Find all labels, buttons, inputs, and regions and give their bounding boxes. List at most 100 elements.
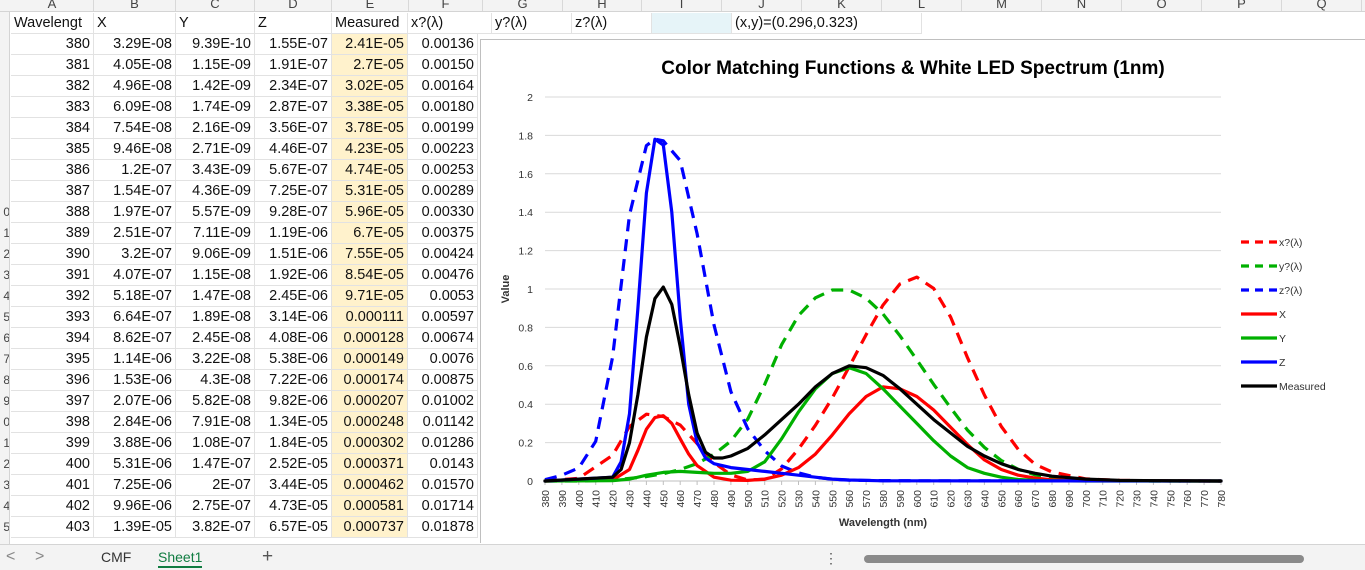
data-cell[interactable]: 5.38E-06: [255, 349, 332, 370]
legend-entry[interactable]: x?(λ): [1279, 237, 1302, 249]
data-cell[interactable]: 0.000207: [332, 391, 408, 412]
data-cell[interactable]: 1.42E-09: [176, 76, 255, 97]
data-cell[interactable]: 381: [11, 55, 94, 76]
row-number[interactable]: 6: [3, 331, 10, 345]
data-cell[interactable]: 0.01570: [408, 475, 478, 496]
data-cell[interactable]: 4.05E-08: [94, 55, 176, 76]
data-cell[interactable]: 5.82E-08: [176, 391, 255, 412]
series-line-measured[interactable]: [543, 285, 1223, 483]
worksheet-grid[interactable]: Wavelengt X Y Z Measured x?(λ) y?(λ) z?(λ) (x,y)…: [11, 13, 1365, 544]
data-cell[interactable]: 383: [11, 97, 94, 118]
data-cell[interactable]: 9.82E-06: [255, 391, 332, 412]
header-cell[interactable]: Z: [255, 13, 332, 34]
data-cell[interactable]: 1.39E-05: [94, 517, 176, 538]
row-number[interactable]: 2: [3, 457, 10, 471]
data-cell[interactable]: 1.15E-09: [176, 55, 255, 76]
data-cell[interactable]: 397: [11, 391, 94, 412]
data-cell[interactable]: 1.51E-06: [255, 244, 332, 265]
data-cell[interactable]: 0.000581: [332, 496, 408, 517]
data-cell[interactable]: 2.45E-06: [255, 286, 332, 307]
data-cell[interactable]: 0.00330: [408, 202, 478, 223]
data-cell[interactable]: 5.96E-05: [332, 202, 408, 223]
column-header[interactable]: D: [255, 0, 332, 11]
data-cell[interactable]: 0.00199: [408, 118, 478, 139]
data-cell[interactable]: 0.00180: [408, 97, 478, 118]
data-cell[interactable]: 403: [11, 517, 94, 538]
data-cell[interactable]: 4.96E-08: [94, 76, 176, 97]
data-cell[interactable]: 5.31E-06: [94, 454, 176, 475]
data-cell[interactable]: 4.23E-05: [332, 139, 408, 160]
data-cell[interactable]: 9.39E-10: [176, 34, 255, 55]
data-cell[interactable]: 0.01142: [408, 412, 478, 433]
data-cell[interactable]: 9.96E-06: [94, 496, 176, 517]
column-header[interactable]: K: [802, 0, 882, 11]
legend-entry[interactable]: z?(λ): [1279, 285, 1302, 297]
tab-next-button[interactable]: >: [35, 548, 45, 565]
row-number[interactable]: 9: [3, 394, 10, 408]
data-cell[interactable]: 399: [11, 433, 94, 454]
data-cell[interactable]: 2.87E-07: [255, 97, 332, 118]
data-cell[interactable]: 7.54E-08: [94, 118, 176, 139]
data-cell[interactable]: 2.45E-08: [176, 328, 255, 349]
data-cell[interactable]: 0.000302: [332, 433, 408, 454]
series-line-x[interactable]: [544, 275, 1222, 483]
data-cell[interactable]: 0.00150: [408, 55, 478, 76]
data-cell[interactable]: 0.000248: [332, 412, 408, 433]
data-cell[interactable]: 3.82E-07: [176, 517, 255, 538]
data-cell[interactable]: 3.2E-07: [94, 244, 176, 265]
data-cell[interactable]: 2.7E-05: [332, 55, 408, 76]
scrollbar-thumb[interactable]: [864, 555, 1304, 563]
data-cell[interactable]: 5.67E-07: [255, 160, 332, 181]
data-cell[interactable]: 387: [11, 181, 94, 202]
data-cell[interactable]: 3.88E-06: [94, 433, 176, 454]
data-cell[interactable]: 6.7E-05: [332, 223, 408, 244]
data-cell[interactable]: 7.25E-06: [94, 475, 176, 496]
data-cell[interactable]: 7.22E-06: [255, 370, 332, 391]
row-number[interactable]: 5: [3, 520, 10, 534]
add-sheet-button[interactable]: +: [262, 546, 274, 567]
data-cell[interactable]: 0.000174: [332, 370, 408, 391]
tab-prev-button[interactable]: <: [6, 548, 16, 565]
data-cell[interactable]: 0.000371: [332, 454, 408, 475]
data-cell[interactable]: 4.74E-05: [332, 160, 408, 181]
row-number[interactable]: 1: [3, 436, 10, 450]
data-cell[interactable]: 7.55E-05: [332, 244, 408, 265]
data-cell[interactable]: 4.08E-06: [255, 328, 332, 349]
header-cell[interactable]: z?(λ): [572, 13, 652, 34]
data-cell[interactable]: 1.14E-06: [94, 349, 176, 370]
data-cell[interactable]: 7.11E-09: [176, 223, 255, 244]
legend-entry[interactable]: Measured: [1279, 381, 1326, 393]
data-cell[interactable]: 2.84E-06: [94, 412, 176, 433]
data-cell[interactable]: 1.53E-06: [94, 370, 176, 391]
data-cell[interactable]: 385: [11, 139, 94, 160]
column-header[interactable]: B: [94, 0, 176, 11]
data-cell[interactable]: 2.16E-09: [176, 118, 255, 139]
column-header[interactable]: F: [409, 0, 483, 11]
legend-entry[interactable]: X: [1279, 309, 1286, 321]
row-number[interactable]: [0, 139, 9, 160]
data-cell[interactable]: 2.51E-07: [94, 223, 176, 244]
data-cell[interactable]: 2.41E-05: [332, 34, 408, 55]
data-cell[interactable]: 4.73E-05: [255, 496, 332, 517]
data-cell[interactable]: 0.0053: [408, 286, 478, 307]
data-cell[interactable]: 1.54E-07: [94, 181, 176, 202]
data-cell[interactable]: 0.01878: [408, 517, 478, 538]
column-header[interactable]: J: [722, 0, 802, 11]
line-chart[interactable]: Color Matching Functions & White LED Spe…: [480, 39, 1365, 543]
data-cell[interactable]: 391: [11, 265, 94, 286]
header-cell[interactable]: Measured: [332, 13, 408, 34]
data-cell[interactable]: 396: [11, 370, 94, 391]
data-cell[interactable]: 1.92E-06: [255, 265, 332, 286]
data-cell[interactable]: 392: [11, 286, 94, 307]
data-cell[interactable]: 0.00253: [408, 160, 478, 181]
data-cell[interactable]: 3.38E-05: [332, 97, 408, 118]
data-cell[interactable]: 0.00136: [408, 34, 478, 55]
row-number[interactable]: 1: [3, 226, 10, 240]
data-cell[interactable]: 1.34E-05: [255, 412, 332, 433]
column-header[interactable]: P: [1202, 0, 1282, 11]
data-cell[interactable]: 4.3E-08: [176, 370, 255, 391]
data-cell[interactable]: 5.18E-07: [94, 286, 176, 307]
column-header[interactable]: H: [563, 0, 642, 11]
row-number[interactable]: 2: [3, 247, 10, 261]
row-number[interactable]: [0, 181, 9, 202]
